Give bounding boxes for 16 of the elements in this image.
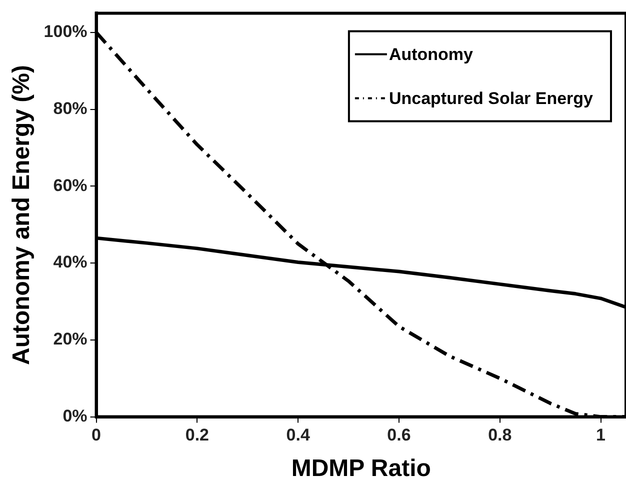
y-tick-label: 100% — [44, 22, 88, 42]
legend-label: Autonomy — [388, 44, 474, 64]
x-tick-label: 0.8 — [488, 426, 512, 445]
x-axis-title: MDMP Ratio — [291, 455, 431, 482]
y-tick-label: 40% — [53, 252, 88, 272]
x-tick-label: 0.6 — [387, 426, 411, 445]
x-tick-label: 0.2 — [185, 426, 209, 445]
x-tick-label: 1 — [596, 426, 606, 445]
x-tick-label: 0.4 — [286, 426, 310, 445]
y-axis-title: Autonomy and Energy (%) — [8, 64, 36, 366]
y-tick-label: 0% — [62, 406, 88, 426]
legend-label: Uncaptured Solar Energy — [388, 88, 594, 108]
y-tick-label: 20% — [53, 330, 88, 349]
y-tick-label: 60% — [53, 176, 88, 195]
y-tick-label: 80% — [53, 98, 88, 118]
x-tick-label: 0 — [92, 426, 102, 445]
